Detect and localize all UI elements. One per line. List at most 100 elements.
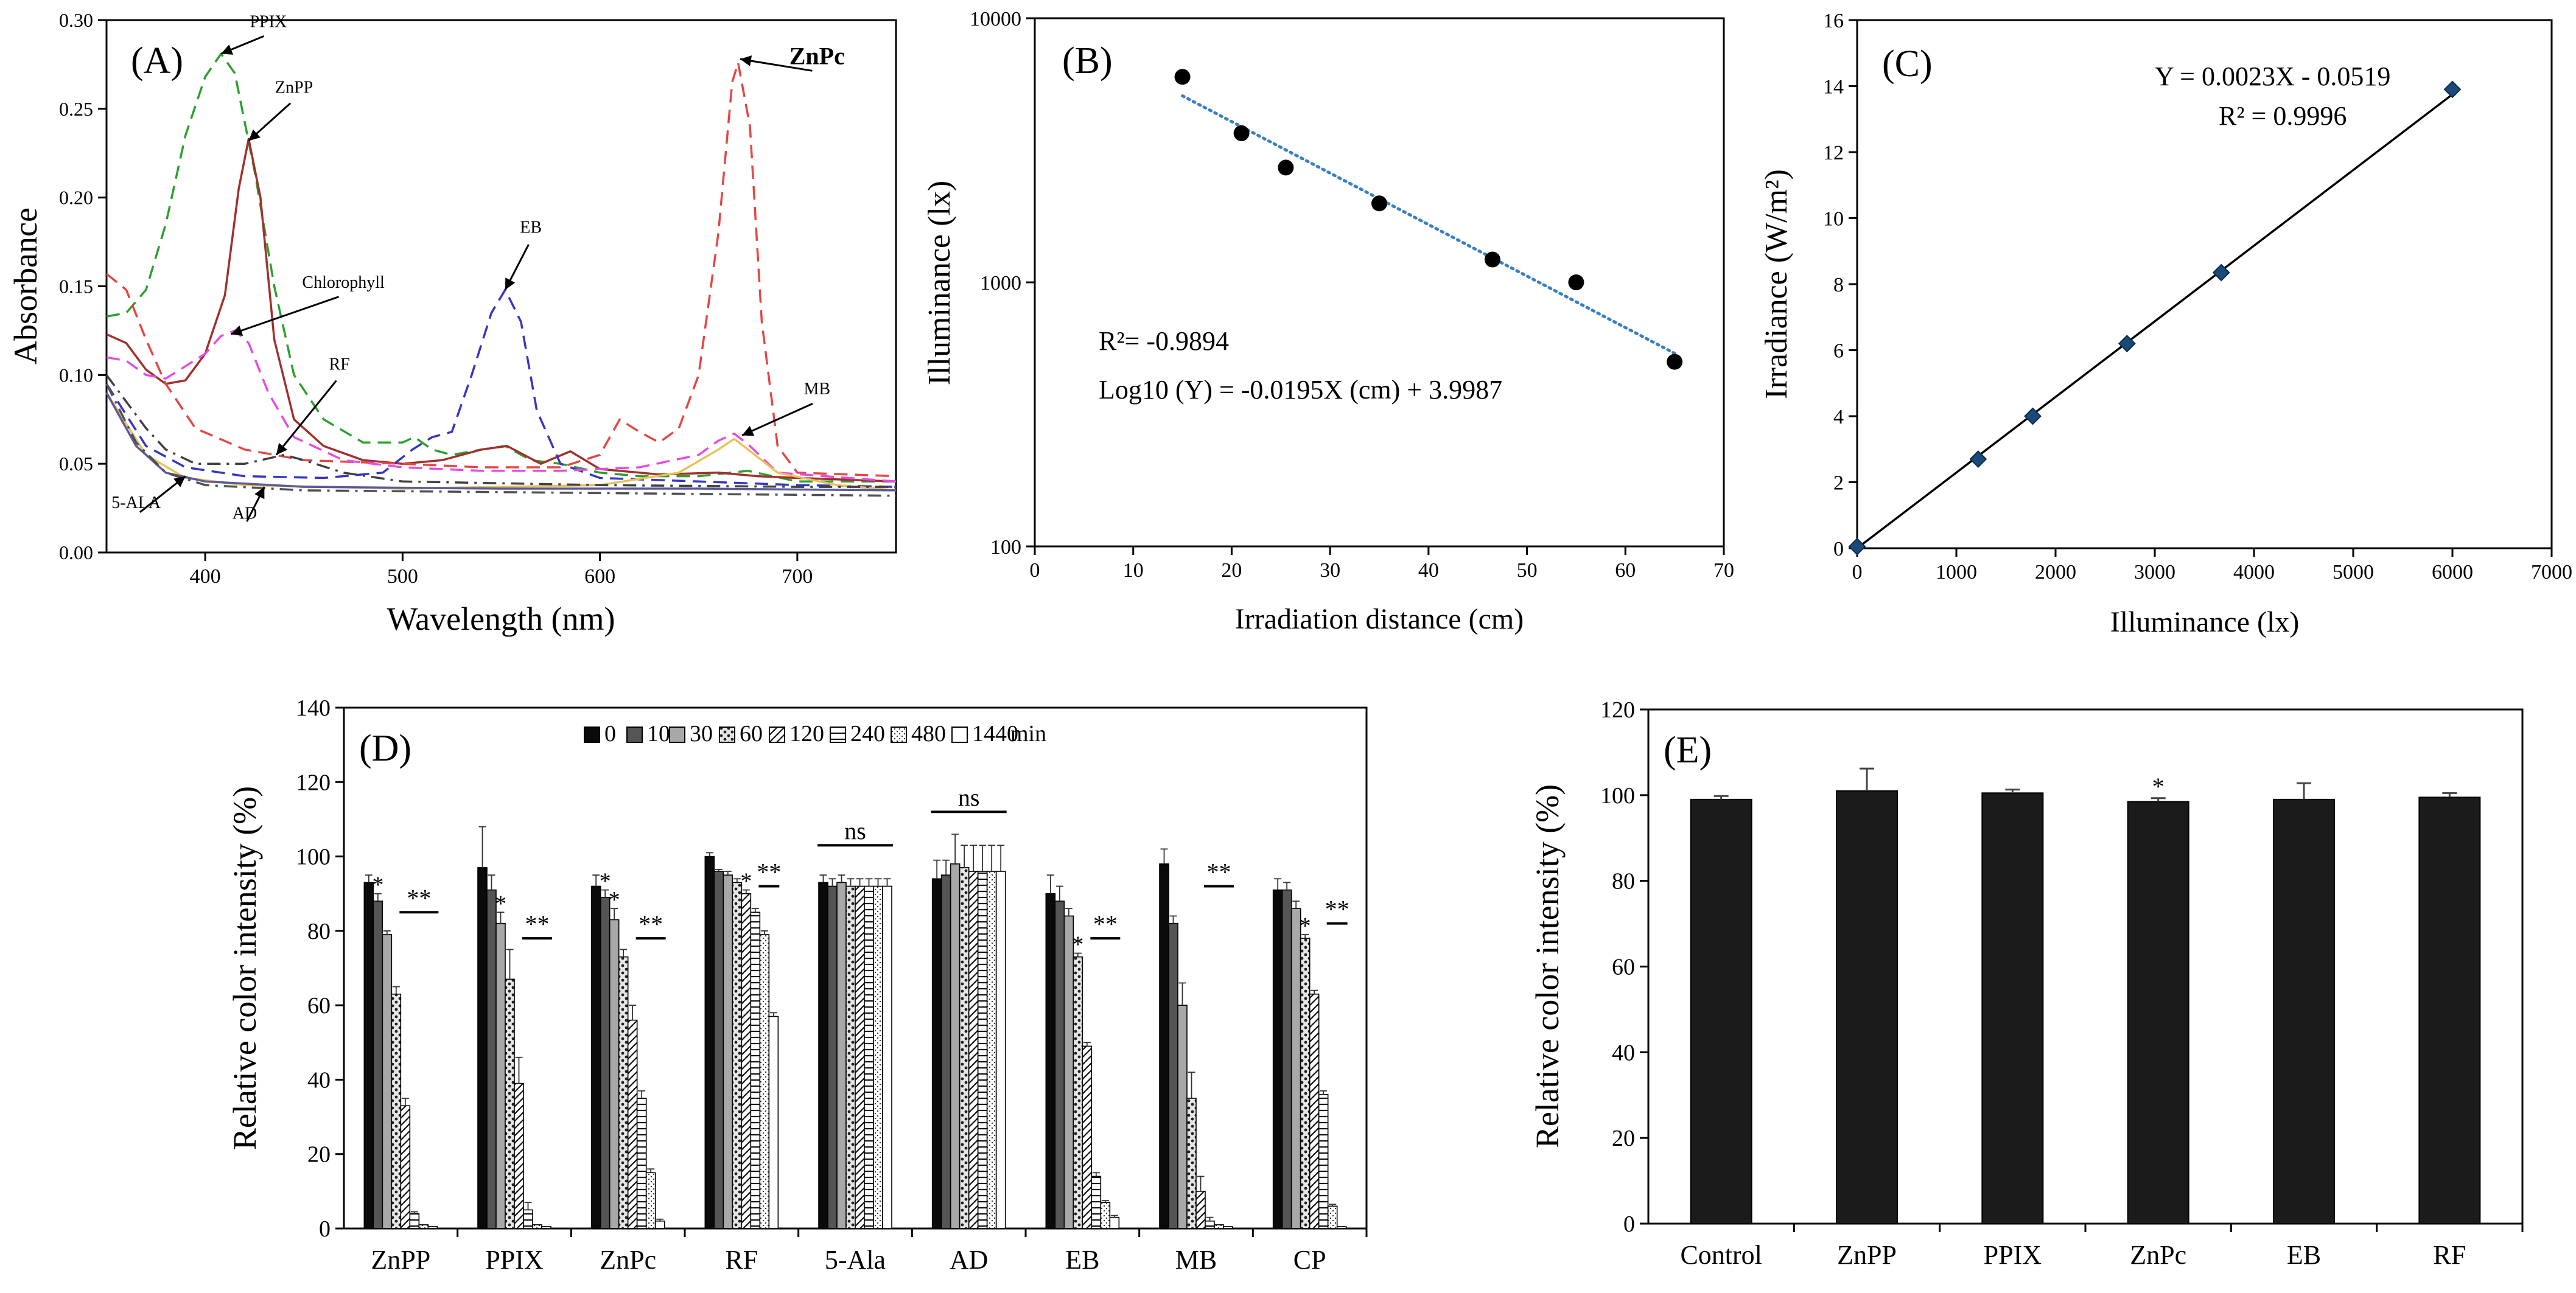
series-line-znpp [106, 138, 897, 483]
bar [873, 885, 883, 1229]
bar [704, 856, 715, 1229]
panel-a-annotations: PPIX ZnPP Chlorophyll RF EB ZnPc MB 5-ALA AD [111, 12, 845, 523]
data-point [1174, 69, 1191, 85]
bar [1195, 1191, 1206, 1229]
bar [654, 1220, 665, 1229]
y-tick-label: 0.30 [59, 9, 93, 31]
x-tick-label: 400 [190, 565, 221, 588]
panel-c: 0 1000 2000 3000 4000 5000 6000 7000 0 2 4 6 8 10 12 14… [1759, 10, 2572, 638]
annotation-arrowhead [742, 425, 755, 436]
bar [732, 882, 743, 1229]
y-tick-label: 0.10 [59, 364, 93, 386]
bar [1177, 1005, 1188, 1229]
legend-label: 480 [911, 721, 946, 747]
bar [741, 893, 752, 1229]
panel-a-axes: 400 500 600 700 0.00 0.05 0.10 0.15 0.20 0.25 0.30 [59, 9, 813, 588]
bar [1836, 790, 1898, 1224]
annotation-arrowhead [221, 44, 234, 55]
series-line-znpc [105, 61, 897, 478]
bar [995, 871, 1006, 1229]
annotation-arrowhead [173, 476, 186, 487]
category-label: PPIX [1984, 1240, 2042, 1270]
bar [391, 994, 402, 1229]
y-tick-label: 8 [1833, 274, 1844, 296]
significance-star: * [2152, 773, 2165, 800]
y-tick-label: 0.20 [59, 187, 93, 209]
legend-label: 120 [789, 721, 824, 747]
panel-b-equation: Log10 (Y) = -0.0195X (cm) + 3.9987 [1099, 375, 1502, 405]
x-tick-label: 50 [1517, 559, 1538, 582]
panel-e-frame [1647, 708, 2524, 1225]
x-tick-label: 3000 [2134, 561, 2175, 584]
y-tick-label: 12 [1823, 142, 1844, 164]
bar [495, 922, 506, 1229]
bar [1223, 1226, 1233, 1229]
bar [1327, 1205, 1338, 1229]
category-label: RF [725, 1245, 758, 1275]
bar [836, 882, 847, 1229]
trendline [1181, 94, 1676, 355]
panel-c-xlabel: Illuminance (lx) [2110, 606, 2300, 638]
panel-b-axes: 0 10 20 30 40 50 60 70 100 1000 10000 [970, 8, 1734, 582]
category-label: CP [1293, 1245, 1326, 1275]
data-point [1371, 195, 1387, 212]
significance-label: ** [525, 910, 550, 938]
panel-a-xlabel: Wavelength (nm) [387, 601, 615, 637]
legend-suffix: min [1010, 721, 1046, 747]
panel-c-ylabel: Irradiance (W/m²) [1759, 169, 1794, 399]
x-tick-label: 5000 [2333, 561, 2374, 584]
bar [636, 1098, 647, 1229]
data-point [1278, 159, 1294, 176]
panel-c-r2: R² = 0.9996 [2219, 101, 2347, 131]
annotation-label: 5-ALA [111, 493, 161, 512]
y-tick-label: 0.00 [59, 542, 93, 563]
panel-b-label: (B) [1062, 40, 1113, 82]
bar [409, 1213, 420, 1229]
series-line-eb [105, 288, 897, 488]
x-tick-label: 20 [1221, 559, 1242, 582]
panel-b-xlabel: Irradiation distance (cm) [1235, 603, 1524, 635]
y-tick-label: 10000 [970, 8, 1021, 30]
data-point [2212, 263, 2230, 282]
bar [627, 1019, 638, 1229]
category-label: EB [2287, 1240, 2321, 1270]
bar [1054, 901, 1065, 1229]
category-label: ZnPc [2130, 1240, 2186, 1270]
bar [845, 885, 856, 1229]
bar [1272, 889, 1283, 1229]
annotation-arrowhead [505, 277, 516, 290]
significance-label: ** [639, 910, 663, 938]
bar [505, 978, 515, 1229]
bar [864, 885, 874, 1229]
panel-c-axes: 0 1000 2000 3000 4000 5000 6000 7000 0 2 4 6 8 10 12 14… [1823, 10, 2572, 584]
annotation-label: ZnPc [789, 43, 845, 70]
significance-star: * [372, 873, 383, 898]
y-tick-label: 2 [1833, 472, 1844, 495]
significance-label: ns [844, 817, 866, 845]
bar [1082, 1045, 1093, 1229]
series-line-ad [105, 383, 897, 497]
significance-star: * [600, 869, 611, 894]
data-point [1568, 274, 1584, 290]
x-tick-label: 600 [584, 565, 615, 588]
y-tick-label: 0.15 [59, 276, 93, 298]
data-point [2118, 335, 2136, 353]
x-tick-label: 1000 [1936, 561, 1977, 584]
significance-label: ** [757, 858, 781, 885]
category-label: RF [2433, 1240, 2466, 1270]
bar [855, 885, 865, 1229]
bar [1336, 1226, 1347, 1229]
bar [2127, 801, 2189, 1225]
bar [382, 934, 393, 1229]
bar [1290, 908, 1301, 1229]
bar [373, 901, 383, 1229]
panel-e: 0 20 40 60 80 100 120 Control ZnPP PPIX ZnPc EB RF *… [1529, 697, 2524, 1270]
bar [759, 934, 770, 1229]
bar [1091, 1176, 1102, 1229]
category-label: AD [950, 1245, 989, 1275]
panel-a-series [105, 52, 897, 497]
trendline [1856, 93, 2454, 549]
x-tick-label: 10 [1123, 559, 1144, 582]
